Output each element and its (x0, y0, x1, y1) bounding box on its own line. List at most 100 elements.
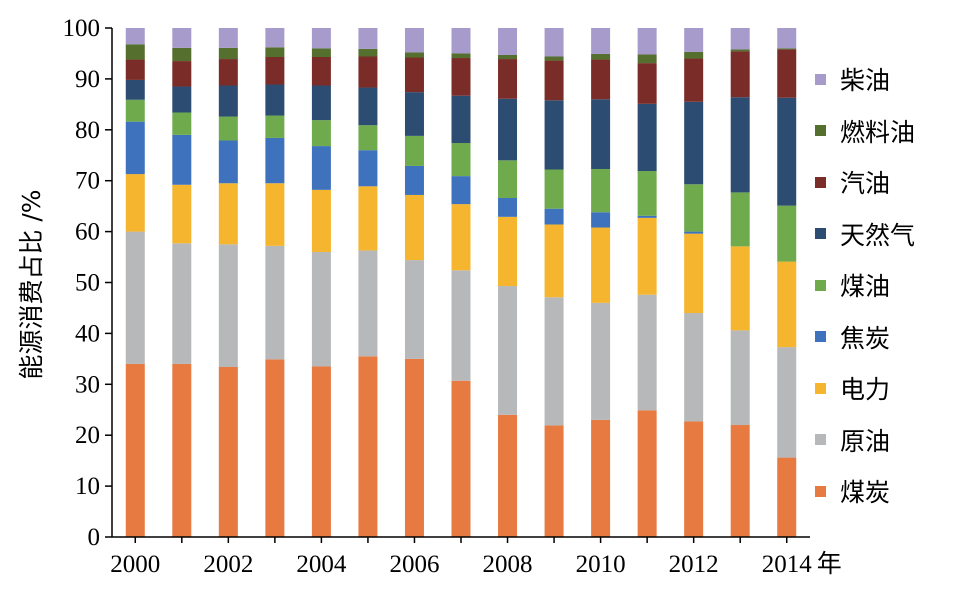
legend-item-汽油: 汽油 (815, 165, 890, 199)
bar-segment-2005-柴油 (358, 28, 378, 49)
bar-segment-2001-原油 (172, 243, 192, 364)
bar-segment-2011-原油 (637, 294, 657, 411)
bar-segment-2000-燃料油 (125, 44, 145, 60)
bar-segment-2004-燃料油 (311, 48, 331, 58)
bar-segment-2006-煤炭 (404, 358, 424, 537)
bar-segment-2001-汽油 (172, 61, 192, 87)
bar-segment-2012-汽油 (684, 58, 704, 102)
bar-segment-2000-汽油 (125, 59, 145, 80)
bar-segment-2004-柴油 (311, 28, 331, 49)
bar-segment-2005-煤油 (358, 125, 378, 151)
bar-segment-2003-燃料油 (265, 47, 285, 58)
bar-segment-2011-汽油 (637, 63, 657, 104)
y-tick-label: 0 (88, 524, 101, 551)
bar-segment-2006-原油 (404, 260, 424, 359)
bar-segment-2014-煤炭 (777, 457, 797, 537)
bar-segment-2005-焦炭 (358, 150, 378, 187)
legend-label: 焦炭 (840, 323, 891, 353)
legend-item-煤油: 煤油 (815, 268, 890, 302)
bar-segment-2008-煤油 (498, 160, 518, 199)
legend-label: 燃料油 (840, 117, 916, 147)
legend-label: 汽油 (840, 169, 891, 198)
bar-segment-2006-煤油 (404, 135, 424, 166)
bar-segment-2012-焦炭 (684, 231, 704, 234)
bar-segment-2006-电力 (404, 194, 424, 261)
x-tick-label-2000: 2000 (110, 551, 160, 578)
bar-segment-2002-煤炭 (218, 366, 238, 537)
legend-item-焦炭: 焦炭 (815, 320, 890, 354)
bar-segment-2010-燃料油 (591, 53, 611, 60)
x-tick-label-2008: 2008 (483, 551, 533, 578)
bar-segment-2007-煤炭 (451, 380, 471, 537)
x-tick-label-2014: 2014 (762, 551, 813, 578)
y-tick-label: 80 (75, 117, 100, 144)
bar-segment-2007-焦炭 (451, 176, 471, 205)
bar-segment-2007-汽油 (451, 58, 471, 96)
bar-segment-2011-燃料油 (637, 54, 657, 64)
x-tick-label-2010: 2010 (576, 551, 626, 578)
bar-segment-2003-原油 (265, 245, 285, 360)
bar-segment-2011-天然气 (637, 103, 657, 172)
x-ticks-group: 2000 2002 2004 2006 2008 2010 2012 2014 (110, 537, 812, 578)
x-tick-label-2006: 2006 (389, 551, 439, 578)
bar-segment-2010-电力 (591, 227, 611, 303)
bar-segment-2005-天然气 (358, 87, 378, 126)
bar-segment-2004-汽油 (311, 57, 331, 86)
legend-swatch (815, 228, 826, 239)
y-tick-label: 20 (75, 422, 100, 449)
bar-segment-2005-燃料油 (358, 48, 378, 57)
bar-segment-2012-燃料油 (684, 51, 704, 59)
legend-label: 煤炭 (840, 478, 891, 507)
bar-segment-2000-煤炭 (125, 363, 145, 537)
bar-segment-2007-柴油 (451, 28, 471, 54)
bar-segment-2000-柴油 (125, 28, 145, 45)
bar-segment-2013-电力 (730, 246, 750, 331)
bar-segment-2008-原油 (498, 286, 518, 415)
bar-segment-2011-煤油 (637, 171, 657, 216)
bar-segment-2014-汽油 (777, 49, 797, 98)
legend-swatch (815, 176, 826, 188)
bar-segment-2013-柴油 (730, 28, 750, 50)
bar-segment-2001-电力 (172, 184, 192, 244)
bar-segment-2002-电力 (218, 183, 238, 245)
bar-segment-2009-煤油 (544, 169, 564, 209)
bar-segment-2011-柴油 (637, 28, 657, 55)
bar-segment-2010-原油 (591, 302, 611, 420)
bar-segment-2005-电力 (358, 186, 378, 251)
bar-segment-2002-柴油 (218, 28, 238, 48)
bar-segment-2010-煤炭 (591, 419, 611, 537)
bar-segment-2009-天然气 (544, 100, 564, 170)
bar-segment-2002-原油 (218, 244, 238, 367)
bar-segment-2009-焦炭 (544, 208, 564, 225)
bar-segment-2000-煤油 (125, 99, 145, 122)
bar-segment-2008-汽油 (498, 59, 518, 99)
bar-segment-2010-天然气 (591, 99, 611, 169)
bar-segment-2007-电力 (451, 204, 471, 271)
bar-segment-2003-汽油 (265, 57, 285, 85)
legend-item-原油: 原油 (815, 423, 890, 457)
bar-segment-2004-天然气 (311, 85, 331, 121)
bar-segment-2014-柴油 (777, 28, 797, 49)
bar-segment-2003-焦炭 (265, 137, 285, 184)
bar-segment-2001-柴油 (172, 28, 192, 48)
bar-segment-2013-天然气 (730, 97, 750, 193)
bar-segment-2003-电力 (265, 183, 285, 246)
bar-segment-2010-焦炭 (591, 212, 611, 228)
y-tick-label: 70 (75, 168, 100, 195)
legend-swatch (815, 331, 826, 342)
bar-segment-2012-煤油 (684, 184, 704, 232)
bar-segment-2001-焦炭 (172, 134, 192, 185)
bar-segment-2006-柴油 (404, 28, 424, 53)
bar-segment-2002-汽油 (218, 59, 238, 86)
bar-segment-2014-天然气 (777, 97, 797, 206)
y-tick-label: 90 (75, 66, 100, 93)
y-tick-label: 50 (75, 270, 100, 297)
bar-segment-2001-燃料油 (172, 47, 192, 62)
bar-segment-2012-原油 (684, 313, 704, 422)
bar-segment-2001-天然气 (172, 86, 192, 113)
bar-segment-2003-煤炭 (265, 359, 285, 537)
bar-segment-2002-焦炭 (218, 140, 238, 184)
bar-segment-2000-原油 (125, 231, 145, 364)
legend-swatch (815, 125, 826, 136)
